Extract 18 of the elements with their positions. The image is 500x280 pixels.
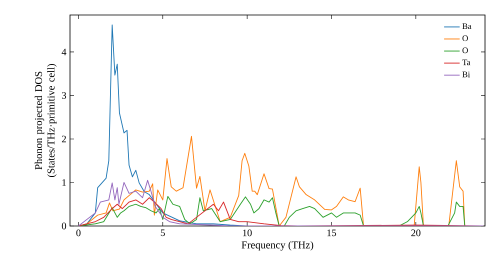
legend-label: O — [462, 35, 468, 42]
legend-label: Ta — [462, 60, 470, 66]
x-tick-label: 10 — [243, 230, 252, 236]
y-tick-label: 0 — [62, 222, 66, 230]
line-series — [78, 180, 484, 226]
legend-label: Ba — [462, 23, 472, 30]
x-tick-label: 0 — [76, 230, 81, 236]
x-tick-label: 15 — [327, 230, 336, 236]
x-tick-label: 5 — [160, 230, 165, 236]
legend-label: O — [462, 48, 468, 54]
legend-label: Bi — [462, 72, 470, 78]
y-tick-label: 4 — [62, 48, 66, 56]
y-tick-label: 2 — [62, 136, 66, 142]
y-tick-label: 1 — [62, 179, 66, 186]
y-tick-label: 3 — [62, 92, 66, 99]
x-tick-label: 20 — [411, 230, 420, 236]
x-axis-title: Frequency (THz) — [242, 241, 314, 251]
y-axis-title: Phonon projected DOS (States/THz·primitive cell) — [34, 64, 57, 177]
